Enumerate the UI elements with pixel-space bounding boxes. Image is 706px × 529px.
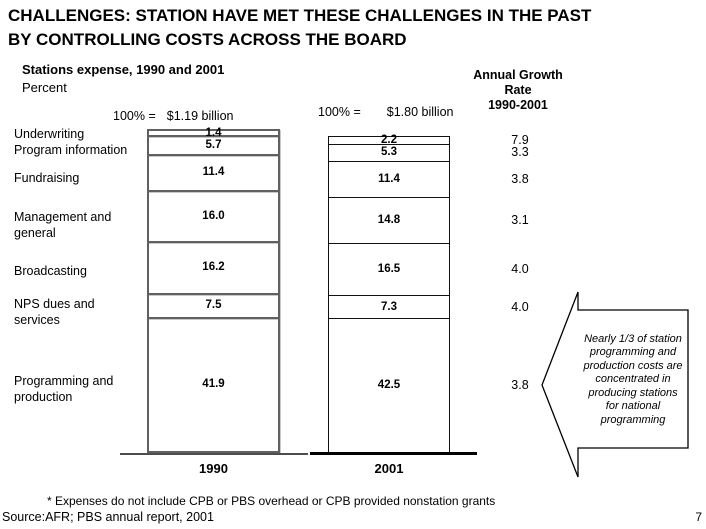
segment-value-1990-program-information: 5.7 bbox=[205, 138, 222, 151]
category-label-broadcasting: Broadcasting bbox=[14, 264, 87, 279]
segment-value-2001-broadcasting: 16.5 bbox=[377, 263, 401, 276]
segment-divider bbox=[329, 295, 449, 297]
category-label-fundraising: Fundraising bbox=[14, 170, 80, 185]
growth-value-programming-and-production: 3.8 bbox=[511, 378, 529, 393]
x-axis-line-right bbox=[310, 452, 477, 455]
growth-header-line-1: Annual Growth bbox=[473, 68, 563, 82]
segment-value-2001-programming-and-production: 42.5 bbox=[377, 379, 401, 392]
category-label-nps-dues-and-services: NPS dues and services bbox=[14, 297, 95, 328]
growth-value-underwriting: 7.9 bbox=[511, 133, 529, 148]
total-1990: 100% = $1.19 billion bbox=[113, 109, 233, 123]
category-label-management-and-general: Management and general bbox=[14, 209, 112, 240]
x-axis-line-left bbox=[120, 453, 308, 455]
page-number: 7 bbox=[695, 510, 702, 524]
segment-value-1990-nps-dues-and-services: 7.5 bbox=[205, 299, 222, 312]
growth-value-fundraising: 3.8 bbox=[511, 171, 529, 186]
segment-value-1990-management-and-general: 16.0 bbox=[202, 209, 225, 222]
growth-value-nps-dues-and-services: 4.0 bbox=[511, 299, 529, 314]
growth-value-broadcasting: 4.0 bbox=[511, 262, 529, 277]
slide-title-line-2: BY CONTROLLING COSTS ACROSS THE BOARD bbox=[8, 30, 407, 49]
category-label-program-information: Program information bbox=[14, 142, 128, 157]
bar-1990: 1.4 5.7 11.4 16.0 16.2 7.5 41.9 bbox=[147, 127, 280, 453]
segment-divider bbox=[149, 190, 278, 193]
segment-divider bbox=[149, 241, 278, 244]
segment-value-2001-fundraising: 11.4 bbox=[378, 172, 400, 185]
segment-value-1990-underwriting: 1.4 bbox=[205, 127, 222, 140]
segment-value-1990-fundraising: 11.4 bbox=[202, 165, 225, 178]
footnote: * Expenses do not include CPB or PBS ove… bbox=[47, 494, 496, 508]
bar-2001: 2.2 5.3 11.4 14.8 16.5 7.3 42.5 bbox=[328, 134, 450, 453]
total-2001-value: $1.80 billion bbox=[386, 105, 454, 119]
segment-divider bbox=[149, 293, 278, 296]
left-arrow-callout-shape bbox=[541, 291, 689, 478]
segment-divider bbox=[329, 243, 449, 245]
segment-value-2001-nps-dues-and-services: 7.3 bbox=[381, 300, 397, 313]
total-2001: 100% = $1.80 billion bbox=[318, 105, 453, 119]
segment-divider bbox=[149, 317, 278, 320]
source-line: Source:AFR; PBS annual report, 2001 bbox=[2, 510, 214, 524]
slide-title-line-1: CHALLENGES: STATION HAVE MET THESE CHALL… bbox=[8, 6, 592, 25]
category-label-programming-and-production: Programming and production bbox=[14, 374, 114, 405]
x-axis-label-2001: 2001 bbox=[374, 461, 404, 476]
chart-title: Stations expense, 1990 and 2001 bbox=[22, 62, 225, 77]
growth-header-line-3: 1990-2001 bbox=[488, 98, 548, 112]
segment-divider bbox=[329, 196, 449, 198]
category-label-underwriting: Underwriting bbox=[14, 127, 85, 142]
segment-divider bbox=[149, 153, 278, 156]
segment-divider bbox=[329, 143, 449, 145]
total-2001-label: 100% = bbox=[318, 105, 361, 119]
x-axis-label-1990: 1990 bbox=[199, 461, 228, 476]
segment-value-2001-underwriting: 2.2 bbox=[381, 134, 397, 147]
slide-title: CHALLENGES: STATION HAVE MET THESE CHALL… bbox=[8, 4, 702, 52]
segment-value-2001-management-and-general: 14.8 bbox=[377, 213, 401, 226]
chart-unit-label: Percent bbox=[22, 80, 67, 95]
segment-divider bbox=[149, 135, 278, 138]
growth-header-line-2: Rate bbox=[504, 83, 532, 97]
segment-value-2001-program-information: 5.3 bbox=[381, 146, 397, 159]
segment-divider bbox=[329, 318, 449, 320]
segment-value-1990-programming-and-production: 41.9 bbox=[202, 378, 225, 391]
segment-divider bbox=[329, 160, 449, 162]
callout-text: Nearly 1/3 of station programming and pr… bbox=[583, 332, 683, 426]
segment-value-1990-broadcasting: 16.2 bbox=[202, 261, 225, 274]
total-1990-label: 100% = bbox=[113, 109, 156, 123]
growth-rate-header: Annual Growth Rate 1990-2001 bbox=[448, 68, 588, 113]
total-1990-value: $1.19 billion bbox=[166, 109, 234, 123]
growth-value-management-and-general: 3.1 bbox=[511, 212, 529, 227]
growth-value-program-information: 3.3 bbox=[511, 145, 529, 160]
